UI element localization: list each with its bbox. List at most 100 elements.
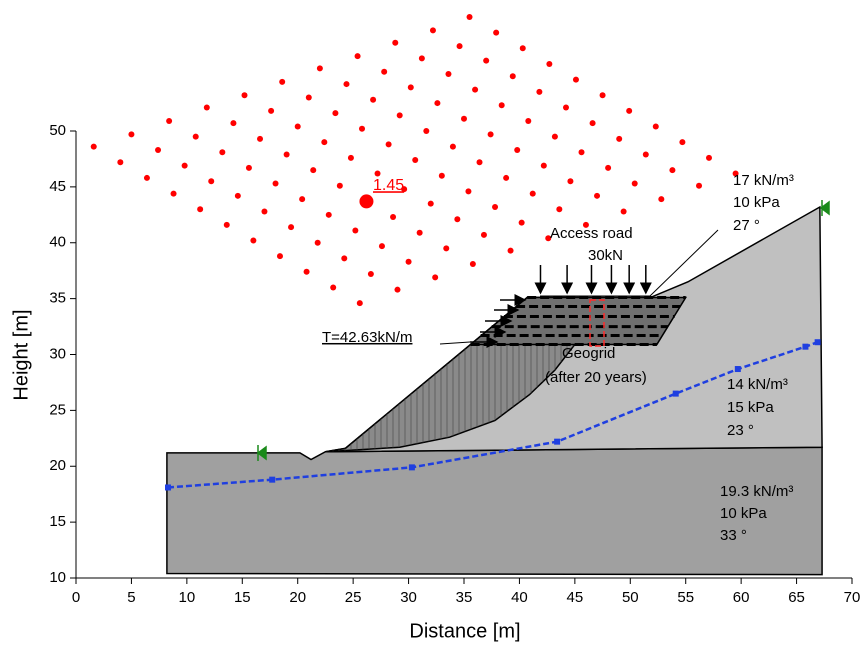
grid-center xyxy=(250,237,257,244)
grid-center xyxy=(705,154,712,161)
soil-cohesion: 10 kPa xyxy=(733,194,780,211)
grid-center xyxy=(325,211,332,218)
grid-center xyxy=(257,135,264,142)
grid-center xyxy=(223,221,230,228)
piezometric-point xyxy=(269,476,276,483)
grid-center xyxy=(418,55,425,62)
grid-center xyxy=(536,88,543,95)
grid-center xyxy=(401,186,408,193)
grid-center xyxy=(310,167,317,174)
grid-center xyxy=(378,243,385,250)
grid-center xyxy=(487,131,494,138)
grid-center xyxy=(540,162,547,169)
y-tick-label: 15 xyxy=(49,513,66,530)
grid-center xyxy=(354,53,361,60)
geogrid-label: Geogrid xyxy=(562,345,615,362)
soil-unit-weight: 14 kN/m³ xyxy=(727,376,788,393)
x-tick-label: 35 xyxy=(456,589,473,606)
soil-cohesion: 10 kPa xyxy=(720,505,767,522)
grid-center xyxy=(578,149,585,156)
grid-center xyxy=(370,96,377,103)
piezometric-point xyxy=(814,339,821,346)
x-tick-label: 15 xyxy=(234,589,251,606)
piezometric-point xyxy=(802,343,809,350)
grid-center xyxy=(476,159,483,166)
grid-center xyxy=(303,268,310,275)
grid-center xyxy=(546,60,553,67)
grid-center xyxy=(429,27,436,34)
grid-center xyxy=(438,172,445,179)
grid-center xyxy=(652,123,659,130)
piezometric-point xyxy=(672,390,679,397)
grid-center xyxy=(343,81,350,88)
grid-center xyxy=(562,104,569,111)
y-tick-label: 25 xyxy=(49,401,66,418)
grid-center xyxy=(117,159,124,166)
grid-center xyxy=(434,100,441,107)
x-tick-label: 60 xyxy=(733,589,750,606)
grid-center xyxy=(658,196,665,203)
grid-center xyxy=(518,219,525,226)
x-tick-label: 70 xyxy=(844,589,861,606)
grid-center xyxy=(332,110,339,117)
grid-center xyxy=(90,143,97,150)
grid-center xyxy=(352,227,359,234)
grid-center xyxy=(679,139,686,146)
piezometric-point xyxy=(165,484,172,491)
grid-center xyxy=(128,131,135,138)
soil-unit-weight: 19.3 kN/m³ xyxy=(720,483,793,500)
grid-center xyxy=(155,146,162,153)
x-axis-title: Distance [m] xyxy=(409,620,520,642)
grid-center xyxy=(525,117,532,124)
grid-center xyxy=(456,43,463,50)
exit-marker xyxy=(819,200,830,216)
y-tick-label: 45 xyxy=(49,178,66,195)
grid-center xyxy=(493,29,500,36)
grid-center xyxy=(385,141,392,148)
grid-center xyxy=(294,123,301,130)
grid-center xyxy=(616,135,623,142)
soil-friction: 23 ° xyxy=(727,422,754,439)
grid-center xyxy=(465,188,472,195)
grid-center xyxy=(556,206,563,213)
soil-friction: 27 ° xyxy=(733,217,760,234)
load-value: 30kN xyxy=(588,247,623,264)
grid-center xyxy=(669,167,676,174)
grid-center xyxy=(288,224,295,231)
tension-label: T=42.63kN/m xyxy=(322,329,412,346)
critical-center xyxy=(359,194,374,209)
grid-center xyxy=(381,68,388,75)
grid-center xyxy=(732,170,739,177)
y-tick-label: 50 xyxy=(49,122,66,139)
y-tick-label: 20 xyxy=(49,457,66,474)
grid-center xyxy=(170,190,177,197)
grid-center xyxy=(626,107,633,114)
grid-center xyxy=(519,45,526,52)
grid-center xyxy=(631,180,638,187)
x-tick-label: 25 xyxy=(345,589,362,606)
grid-center xyxy=(545,235,552,242)
grid-center xyxy=(394,286,401,293)
grid-center xyxy=(443,245,450,252)
grid-center xyxy=(192,133,199,140)
grid-center xyxy=(392,39,399,46)
x-tick-label: 30 xyxy=(400,589,417,606)
grid-center xyxy=(469,260,476,267)
piezometric-line xyxy=(167,341,819,489)
grid-center xyxy=(272,180,279,187)
grid-center xyxy=(605,164,612,171)
annotation-shapes xyxy=(256,200,830,461)
y-tick-label: 40 xyxy=(49,234,66,251)
grid-center xyxy=(514,146,521,153)
grid-center xyxy=(589,120,596,127)
grid-center xyxy=(341,255,348,262)
factor-of-safety: 1.45 xyxy=(373,177,404,194)
grid-center xyxy=(299,196,306,203)
grid-center xyxy=(449,143,456,150)
grid-center xyxy=(492,203,499,210)
grid-center xyxy=(507,247,514,254)
grid-center xyxy=(582,221,589,228)
grid-center xyxy=(572,76,579,83)
